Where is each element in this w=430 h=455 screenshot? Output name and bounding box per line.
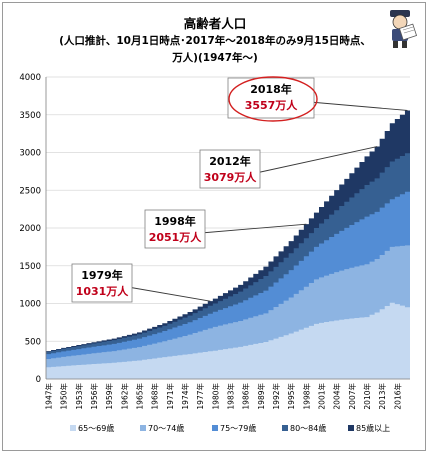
x-tick-label: 2004年 — [332, 383, 342, 410]
callout-year-label: 2012年 — [209, 154, 251, 168]
y-tick-label: 3500 — [19, 111, 41, 121]
legend-label: 80～84歳 — [290, 423, 326, 433]
chart-subtitle-line1: (人口推計、10月1日時点･2017年～2018年のみ9月15日時点、 — [59, 35, 371, 47]
x-axis: 1947年 1950年 1953年 1956年 1959年 1962年 1965年 1968年… — [44, 383, 403, 410]
x-tick-label: 1989年 — [256, 383, 266, 410]
legend-label: 75～79歳 — [220, 423, 256, 433]
legend-swatch — [212, 425, 218, 431]
y-tick-label: 3000 — [19, 149, 41, 159]
x-tick-label: 1965年 — [135, 383, 145, 410]
callout-value-label: 3079万人 — [204, 170, 258, 184]
highlight-circle — [228, 76, 318, 122]
newspaper-boy-mascot-icon — [390, 10, 418, 48]
callout-leader-line — [127, 286, 211, 302]
legend-swatch — [140, 425, 146, 431]
callout-year-label: 1979年 — [81, 268, 123, 282]
x-tick-label: 2013年 — [377, 383, 387, 410]
callout-value-label: 2051万人 — [149, 230, 203, 244]
legend-swatch — [282, 425, 288, 431]
series-areas — [46, 110, 410, 379]
legend-label: 65～69歳 — [78, 423, 114, 433]
callout-year-label: 2018年 — [250, 82, 292, 96]
x-tick-label: 1971年 — [165, 383, 175, 410]
chart-subtitle-line2: 万人)(1947年～) — [172, 52, 258, 64]
x-tick-label: 1977年 — [195, 383, 205, 410]
callout-leader-line — [309, 101, 408, 111]
legend-swatch — [348, 425, 354, 431]
x-tick-label: 2016年 — [392, 383, 402, 410]
callout-box — [71, 263, 133, 303]
x-tick-label: 1983年 — [226, 383, 236, 410]
x-tick-label: 1998年 — [301, 383, 311, 410]
x-tick-label: 1959年 — [104, 383, 114, 410]
x-tick-label: 1953年 — [74, 383, 84, 410]
x-tick-label: 1956年 — [89, 383, 99, 410]
callout-value-label: 1031万人 — [76, 284, 130, 298]
x-tick-label: 1992年 — [271, 383, 281, 410]
x-tick-label: 1947年 — [44, 383, 54, 410]
y-tick-label: 1500 — [19, 262, 41, 272]
y-tick-label: 1000 — [19, 300, 41, 310]
y-tick-label: 0 — [36, 375, 41, 385]
callout-year-label: 1998年 — [154, 214, 196, 228]
callout-value-label: 3557万人 — [245, 98, 299, 112]
x-tick-label: 1980年 — [210, 383, 220, 410]
legend-label: 85歳以上 — [356, 423, 390, 433]
x-tick-label: 1986年 — [241, 383, 251, 410]
x-tick-label: 1995年 — [286, 383, 296, 410]
callout-box — [144, 209, 206, 249]
x-tick-label: 2007年 — [347, 383, 357, 410]
callout-leader-line — [200, 223, 307, 234]
x-tick-label: 1974年 — [180, 383, 190, 410]
y-axis: 0 500 1000 1500 2000 2500 3000 3500 4000 — [19, 73, 410, 385]
y-tick-label: 500 — [25, 337, 41, 347]
legend: 65～69歳 70～74歳 75～79歳 80～84歳 85歳以上 — [70, 423, 390, 433]
x-tick-label: 1968年 — [150, 383, 160, 410]
x-tick-label: 2001年 — [317, 383, 327, 410]
annotations: 1979年 1031万人 1998年 2051万人 2012年 3079万人 2018年 35… — [71, 76, 408, 303]
legend-swatch — [70, 425, 76, 431]
y-tick-label: 2000 — [19, 224, 41, 234]
area-series-age65_69 — [46, 302, 410, 379]
y-tick-label: 4000 — [19, 73, 41, 83]
x-tick-label: 1950年 — [59, 383, 69, 410]
callout-box — [199, 149, 261, 189]
chart-title: 高齢者人口 — [183, 16, 247, 31]
callout-box — [227, 77, 315, 119]
legend-label: 70～74歳 — [148, 423, 184, 433]
callout-leader-line — [255, 146, 378, 174]
y-tick-label: 2500 — [19, 186, 41, 196]
x-tick-label: 2010年 — [362, 383, 372, 410]
x-tick-label: 1962年 — [119, 383, 129, 410]
